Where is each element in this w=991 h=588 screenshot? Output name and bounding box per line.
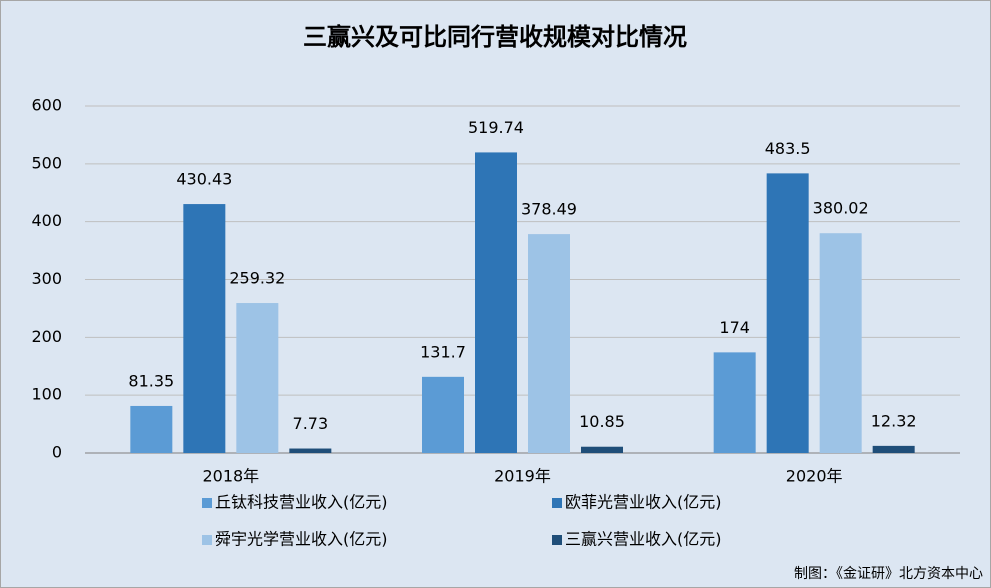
chart-title: 三赢兴及可比同行营收规模对比情况 [303, 23, 687, 51]
y-tick-label: 200 [31, 327, 62, 346]
x-tick-label: 2020年 [786, 467, 843, 486]
bar [183, 204, 226, 453]
legend-swatch [552, 498, 562, 508]
value-label: 519.74 [468, 118, 524, 137]
value-label: 259.32 [229, 269, 285, 288]
bar [581, 446, 623, 453]
legend-label: 欧菲光营业收入(亿元) [565, 493, 722, 512]
legend-swatch [202, 535, 212, 545]
value-label: 7.73 [293, 414, 329, 433]
value-label: 483.5 [765, 139, 811, 158]
bar [130, 405, 173, 453]
y-tick-label: 300 [31, 269, 62, 288]
y-tick-label: 100 [31, 385, 62, 404]
legend-label: 舜宇光学营业收入(亿元) [215, 530, 388, 549]
value-label: 131.7 [420, 342, 466, 361]
legend-label: 三赢兴营业收入(亿元) [565, 530, 722, 549]
note: 制图：《金证研》北方资本中心 [794, 566, 983, 582]
value-label: 81.35 [128, 371, 174, 390]
y-tick-label: 600 [31, 96, 62, 115]
bar [475, 152, 517, 453]
bar [236, 303, 279, 453]
bar [289, 448, 332, 453]
bar [872, 445, 915, 453]
x-tick-label: 2018年 [202, 467, 259, 486]
y-tick-label: 0 [52, 443, 62, 462]
legend-label: 丘钛科技营业收入(亿元) [215, 493, 388, 512]
value-label: 380.02 [813, 199, 869, 218]
legend-swatch [202, 498, 212, 508]
bar [819, 233, 862, 453]
value-label: 12.32 [871, 411, 917, 430]
bar [713, 352, 756, 453]
bar [528, 234, 570, 453]
value-label: 10.85 [579, 412, 625, 431]
bar [766, 173, 809, 453]
y-tick-label: 500 [31, 153, 62, 172]
legend-swatch [552, 535, 562, 545]
x-tick-label: 2019年 [494, 467, 551, 486]
value-label: 174 [719, 318, 750, 337]
bar [422, 376, 464, 453]
value-label: 430.43 [176, 170, 232, 189]
value-label: 378.49 [521, 200, 577, 219]
y-tick-label: 400 [31, 211, 62, 230]
